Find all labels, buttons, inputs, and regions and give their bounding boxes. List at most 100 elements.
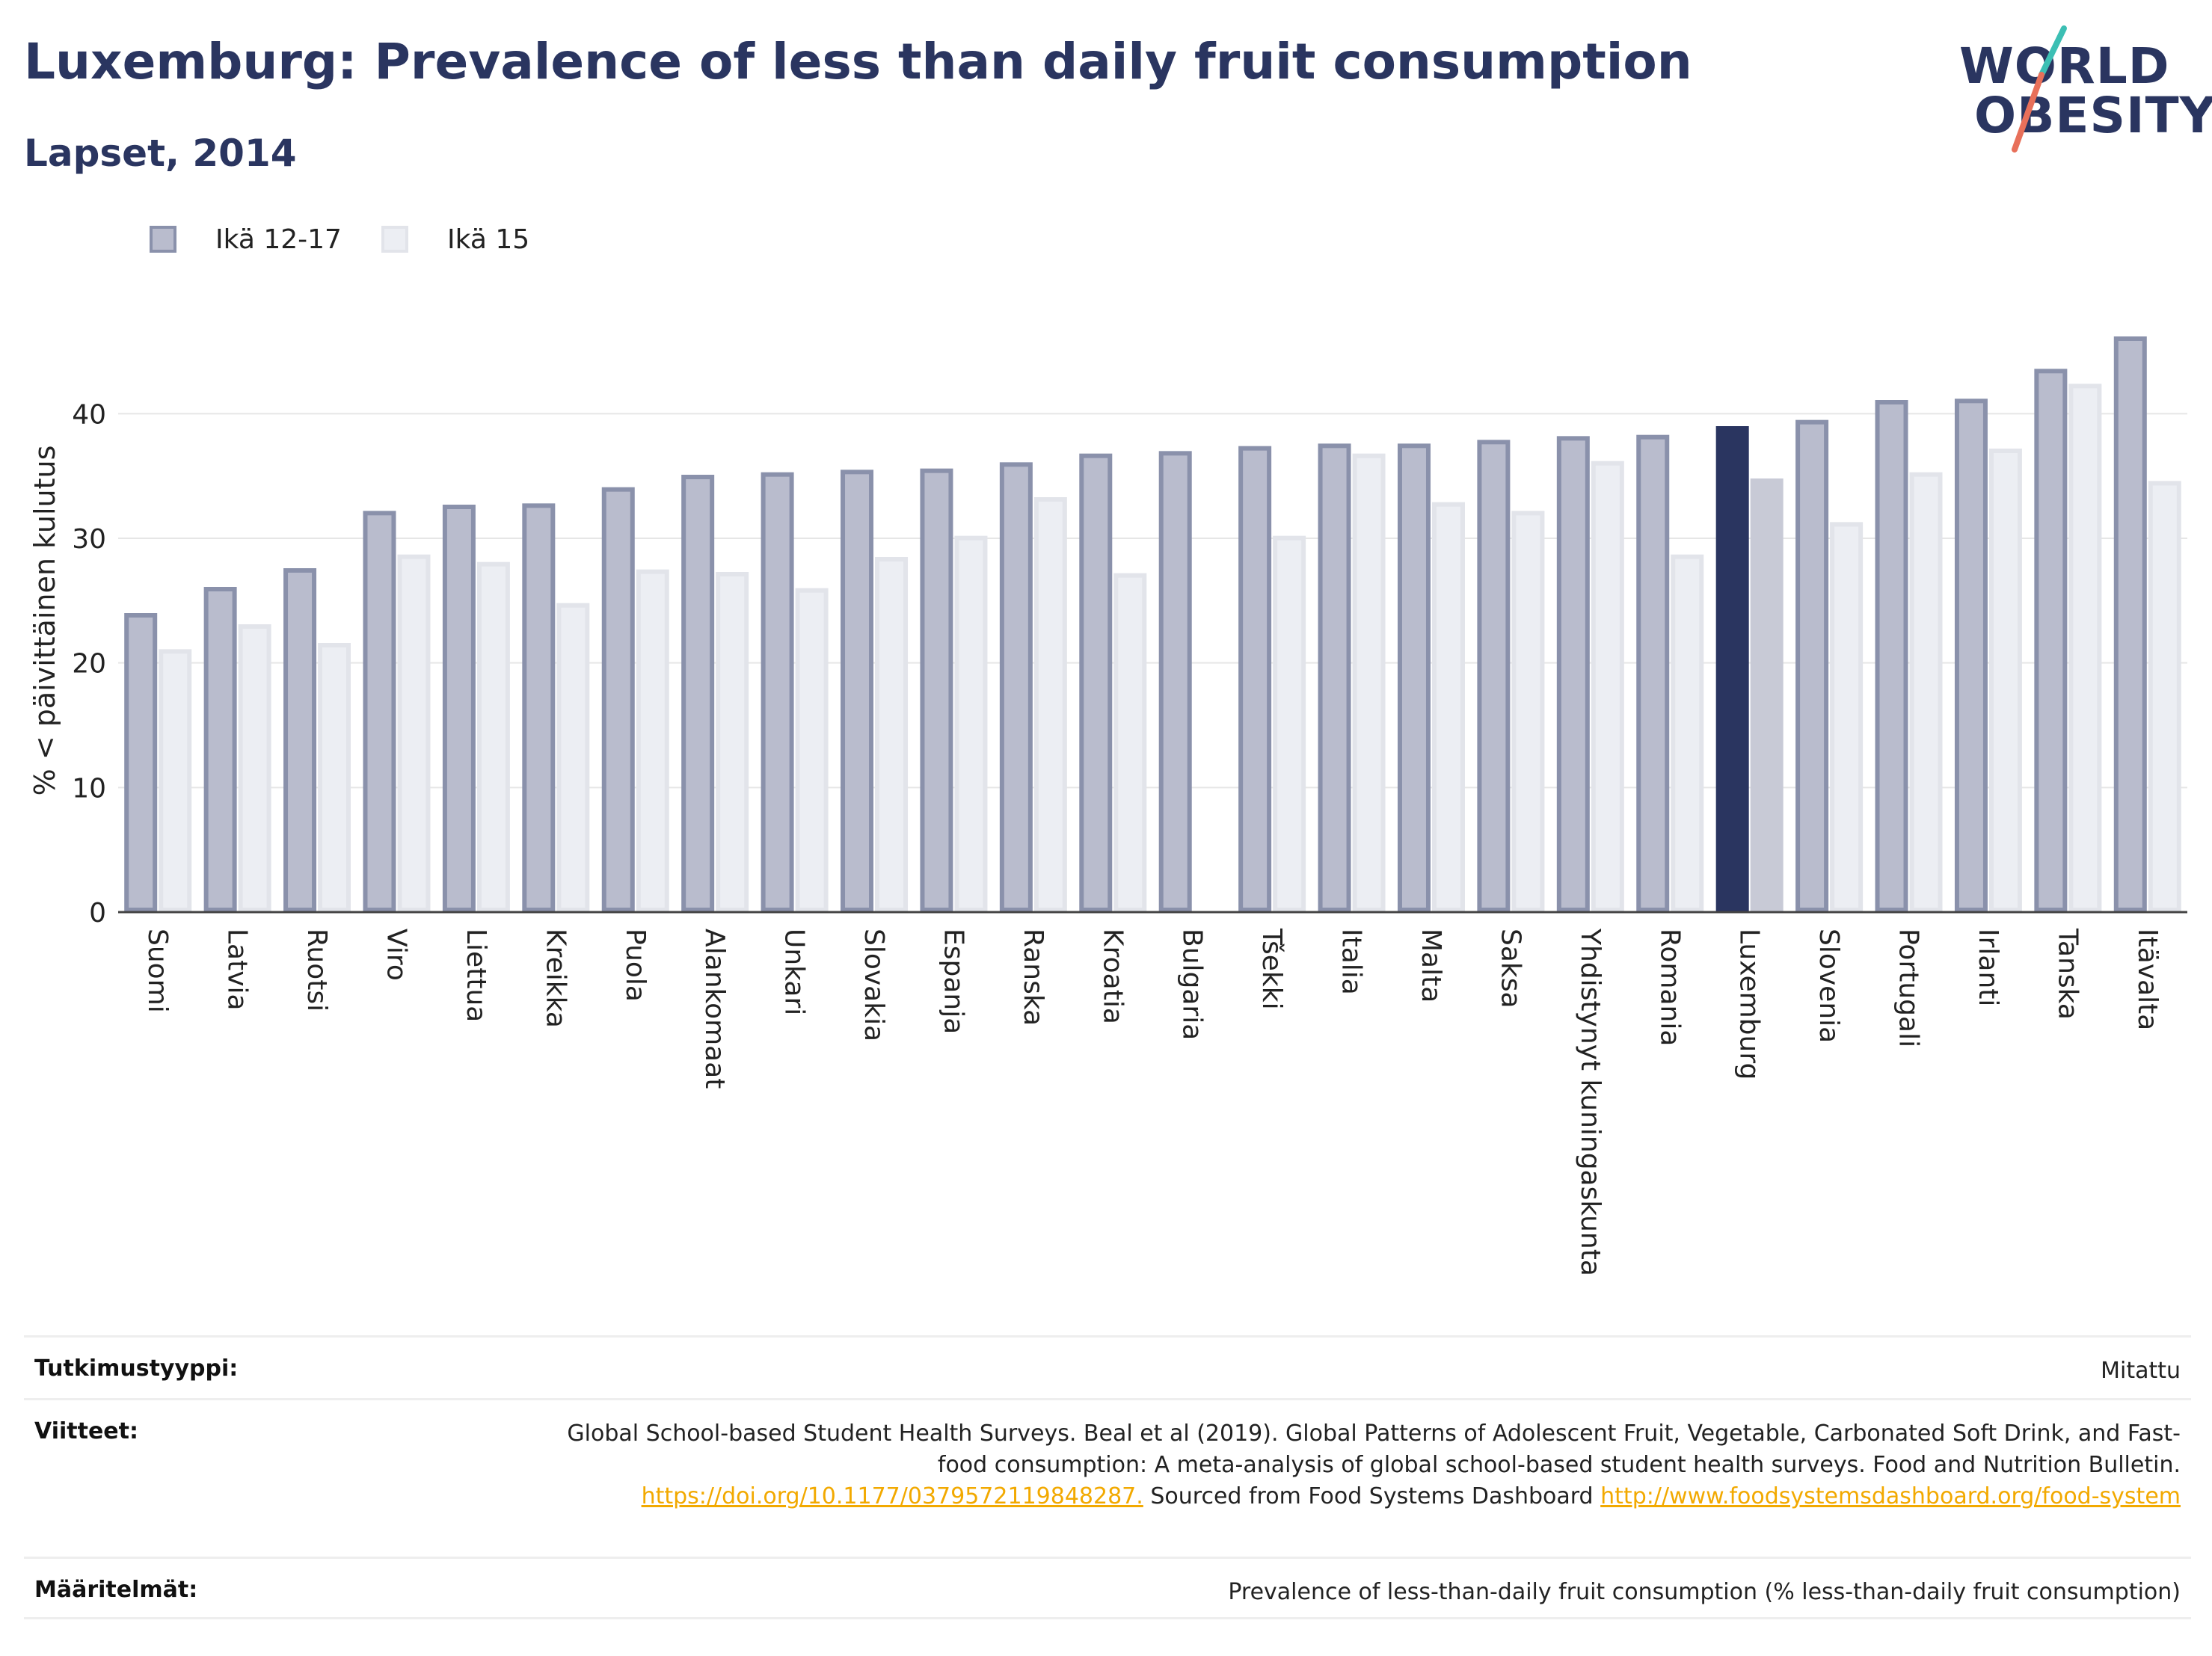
bar-series-2 xyxy=(159,649,192,912)
bar-series-1 xyxy=(1875,400,1908,912)
bar-series-2 xyxy=(318,643,351,912)
x-tick-label: Unkari xyxy=(779,929,810,1015)
bar-series-2 xyxy=(556,603,590,912)
bar-series-1 xyxy=(1556,436,1590,913)
bar-chart: 0 10 20 30 40 Suomi Latvia Ruotsi Viro Liettua Kre… xyxy=(72,336,2187,1276)
bar-series-1 xyxy=(1477,440,1511,913)
meta-row-references: Viitteet: Global School-based Student He… xyxy=(24,1398,2191,1557)
bar-series-1 xyxy=(999,462,1033,913)
bar-series-2 xyxy=(1113,573,1147,912)
x-tick-label: Alankomaat xyxy=(699,929,730,1089)
bar-series-2 xyxy=(1830,522,1864,913)
bar-series-1 xyxy=(283,568,317,912)
y-tick-label: 20 xyxy=(72,649,106,680)
bar-series-1 xyxy=(363,511,396,913)
logo-line-1: WORLD xyxy=(1959,37,2170,95)
bar-series-2 xyxy=(795,588,829,912)
x-tick-label: Slovakia xyxy=(858,929,889,1041)
legend-label-series-2: Ikä 15 xyxy=(447,224,530,255)
x-tick-label: Ruotsi xyxy=(301,929,332,1012)
references-doi-link[interactable]: https://doi.org/10.1177/0379572119848287… xyxy=(641,1483,1143,1509)
bar-series-1 xyxy=(601,487,635,912)
bar-series-1 xyxy=(1954,398,1988,913)
bar-series-2 xyxy=(1591,461,1624,912)
bar-series-2 xyxy=(1988,449,2022,912)
bar-series-1 xyxy=(522,503,556,913)
meta-val-definitions: Prevalence of less-than-daily fruit cons… xyxy=(1228,1579,2181,1605)
bar-series-1 xyxy=(124,613,158,912)
y-tick-label: 10 xyxy=(72,773,106,804)
page-title: Luxemburg: Prevalence of less than daily… xyxy=(24,33,1692,90)
y-tick-label: 0 xyxy=(89,898,106,929)
bar-series-1 xyxy=(681,475,715,912)
bar-series-1 xyxy=(442,505,476,912)
x-tick-label: Latvia xyxy=(222,929,253,1011)
x-tick-label: Kroatia xyxy=(1097,929,1128,1024)
x-tick-label: Malta xyxy=(1416,929,1446,1003)
x-tick-label: Tanska xyxy=(2052,928,2083,1020)
world-obesity-logo: WORLD OBESITY xyxy=(1952,22,2212,157)
bar-series-2 xyxy=(1750,478,1784,912)
bar-series-1 xyxy=(1238,446,1272,912)
y-tick-label: 40 xyxy=(72,399,106,430)
page-subtitle: Lapset, 2014 xyxy=(24,132,297,175)
bar-series-2 xyxy=(1909,472,1943,912)
meta-val-study-type: Mitattu xyxy=(2101,1358,2181,1384)
bar-series-1 xyxy=(761,472,794,912)
bar-series-1 xyxy=(203,587,237,912)
bar-series-2 xyxy=(2068,384,2102,913)
references-text-1: Global School-based Student Health Surve… xyxy=(567,1420,2181,1478)
logo-line-2: OBESITY xyxy=(1974,87,2212,144)
bar-series-2 xyxy=(954,535,988,912)
bar-series-2 xyxy=(238,624,271,912)
bar-series-2 xyxy=(476,561,510,912)
bar-series-2 xyxy=(636,569,669,912)
bar-series-1 xyxy=(1636,434,1670,912)
bar-series-2 xyxy=(1033,497,1067,912)
bar-series-1 xyxy=(2034,369,2068,913)
bar-series-2 xyxy=(1431,502,1465,912)
bar-series-2 xyxy=(1352,453,1386,912)
logo-slash-icon xyxy=(2012,25,2067,153)
x-tick-label: Tšekki xyxy=(1256,928,1287,1010)
bar-series-1 xyxy=(1397,443,1431,913)
bar-series-1 xyxy=(1715,426,1749,912)
bar-series-1 xyxy=(1158,451,1192,913)
bar-series-1 xyxy=(1318,443,1351,913)
x-tick-label: Liettua xyxy=(461,929,491,1022)
bar-series-2 xyxy=(1671,554,1704,912)
x-tick-label: Slovenia xyxy=(1813,929,1844,1043)
legend-swatch-series-2 xyxy=(381,226,408,253)
meta-key-references: Viitteet: xyxy=(34,1418,138,1444)
y-tick-label: 30 xyxy=(72,524,106,555)
bar-series-1 xyxy=(841,470,874,913)
bar-series-2 xyxy=(2148,481,2181,913)
bar-series-1 xyxy=(920,468,953,912)
x-tick-label: Saksa xyxy=(1495,929,1526,1009)
meta-row-study-type: Tutkimustyyppi: Mitattu xyxy=(24,1335,2191,1398)
bar-series-2 xyxy=(875,557,909,912)
x-tick-label: Yhdistynyt kuningaskunta xyxy=(1575,928,1606,1276)
meta-key-definitions: Määritelmät: xyxy=(34,1577,198,1603)
bar-series-2 xyxy=(1511,511,1545,913)
bar-series-2 xyxy=(397,554,431,912)
meta-key-study-type: Tutkimustyyppi: xyxy=(34,1355,239,1382)
x-tick-label: Kreikka xyxy=(540,929,571,1028)
x-tick-label: Viro xyxy=(381,929,411,981)
bar-series-1 xyxy=(1795,419,1829,912)
bar-series-1 xyxy=(1079,453,1113,912)
x-tick-label: Ranska xyxy=(1018,929,1048,1026)
x-tick-label: Espanja xyxy=(938,929,968,1034)
bar-series-2 xyxy=(716,572,749,912)
references-dashboard-link[interactable]: http://www.foodsystemsdashboard.org/food… xyxy=(1600,1483,2181,1509)
x-tick-label: Luxemburg xyxy=(1734,929,1765,1080)
meta-row-definitions: Määritelmät: Prevalence of less-than-dai… xyxy=(24,1557,2191,1619)
x-tick-label: Suomi xyxy=(142,929,173,1013)
x-tick-label: Romania xyxy=(1654,929,1685,1046)
x-tick-label: Itävalta xyxy=(2132,929,2163,1030)
x-tick-label: Portugali xyxy=(1893,929,1924,1047)
x-tick-label: Irlanti xyxy=(1973,929,2003,1006)
bar-series-1 xyxy=(2113,336,2147,912)
meta-val-references: Global School-based Student Health Surve… xyxy=(535,1418,2181,1512)
x-tick-label: Puola xyxy=(620,929,651,1002)
